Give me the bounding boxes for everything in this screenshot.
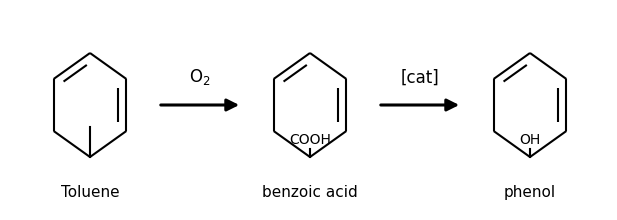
Text: benzoic acid: benzoic acid: [262, 185, 358, 200]
Text: Toluene: Toluene: [60, 185, 119, 200]
Text: [cat]: [cat]: [400, 69, 439, 87]
Text: OH: OH: [520, 133, 540, 147]
Text: phenol: phenol: [504, 185, 556, 200]
Text: COOH: COOH: [289, 133, 331, 147]
Text: O$_2$: O$_2$: [189, 67, 211, 87]
